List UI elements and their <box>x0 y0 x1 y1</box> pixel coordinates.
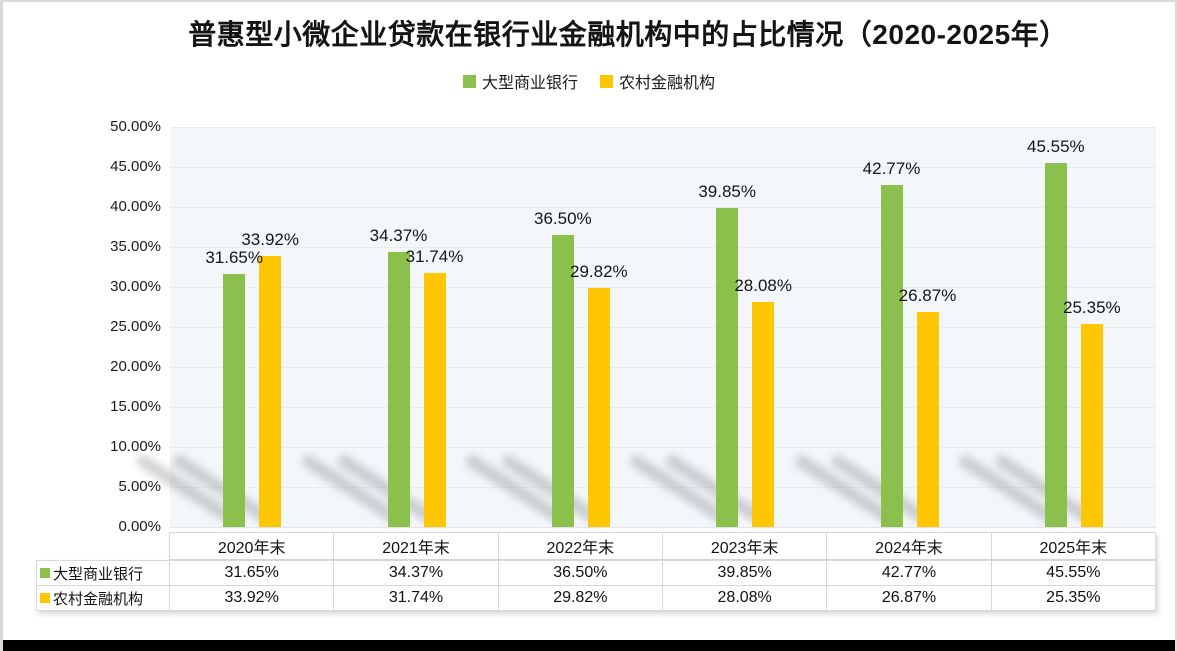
legend-item-rural-institutions: 农村金融机构 <box>600 69 715 93</box>
bar-农村金融机构-2022年末 <box>587 288 610 527</box>
series-swatch-icon <box>40 593 50 603</box>
plot-area: 31.65% 33.92% 34.37% 31.74% 36.50% 29.82% 39.8… <box>134 127 1156 528</box>
bar-大型商业银行-2023年末 <box>716 208 739 527</box>
bar-value-label: 36.50% <box>533 209 592 228</box>
table-header-cell: 2020年末 <box>168 532 335 560</box>
bar-value-label: 25.35% <box>1062 298 1121 318</box>
y-tick-label: 40.00% <box>110 198 161 215</box>
table-value-cell: 42.77% <box>826 560 992 586</box>
table-value-cell: 33.92% <box>168 585 335 611</box>
table-value-cell: 28.08% <box>661 585 828 611</box>
bar-大型商业银行-2020年末 <box>223 273 246 527</box>
table-value-cell: 45.55% <box>990 560 1156 586</box>
y-tick-label: 35.00% <box>110 238 161 255</box>
table-value-cell: 25.35% <box>990 585 1156 611</box>
bar-value-label: 28.08% <box>734 276 792 296</box>
y-tick-label: 0.00% <box>118 518 161 535</box>
table-row: 大型商业银行 31.65% 34.37% 36.50% 39.85% 42.77% 45.5… <box>36 560 1156 586</box>
bar-value-label: 34.37% <box>369 226 428 246</box>
series-swatch-icon <box>40 568 50 578</box>
legend-label: 农村金融机构 <box>619 75 716 92</box>
grid-line <box>170 247 1156 248</box>
table-header-cell: 2021年末 <box>333 532 499 560</box>
table-value-cell: 36.50% <box>497 560 663 586</box>
bar-农村金融机构-2025年末 <box>1080 324 1103 527</box>
table-header-cell: 2022年末 <box>497 532 663 560</box>
bar-value-label: 31.65% <box>205 247 263 267</box>
table-value-cell: 29.82% <box>497 585 663 611</box>
series-name: 农村金融机构 <box>53 590 144 608</box>
bar-value-label: 39.85% <box>698 182 756 202</box>
bar-农村金融机构-2023年末 <box>752 302 775 527</box>
table-row: 农村金融机构 33.92% 31.74% 29.82% 28.08% 26.87% 25.3… <box>36 585 1156 611</box>
table-value-cell: 39.85% <box>661 560 828 586</box>
grid-line <box>170 367 1156 368</box>
y-tick-label: 50.00% <box>110 118 161 135</box>
y-tick-label: 10.00% <box>110 438 161 455</box>
bar-农村金融机构-2024年末 <box>916 312 939 527</box>
grid-line <box>170 287 1156 288</box>
grid-line <box>170 127 1156 128</box>
grid-line <box>170 207 1156 208</box>
table-value-cell: 26.87% <box>826 585 992 611</box>
data-table: 大型商业银行 31.65% 34.37% 36.50% 39.85% 42.77% 45.5… <box>36 560 1156 611</box>
bar-value-label: 31.74% <box>405 247 464 267</box>
legend-swatch-yellow-icon <box>600 74 613 88</box>
grid-line <box>170 407 1156 408</box>
y-axis: 50.00% 45.00% 40.00% 35.00% 30.00% 25.00% 20.0… <box>3 118 161 535</box>
legend-label: 大型商业银行 <box>481 75 578 92</box>
table-value-cell: 31.65% <box>168 560 335 586</box>
category-header-row: 2020年末 2021年末 2022年末 2023年末 2024年末 2025年末 <box>168 532 1156 560</box>
y-tick-label: 20.00% <box>110 358 161 375</box>
y-tick-label: 15.00% <box>110 398 161 415</box>
bar-value-label: 33.92% <box>241 229 299 249</box>
legend-swatch-green-icon <box>462 74 476 88</box>
grid-line <box>170 447 1156 448</box>
bar-大型商业银行-2025年末 <box>1044 162 1067 527</box>
bottom-black-bar <box>3 640 1175 651</box>
legend-item-large-banks: 大型商业银行 <box>462 69 578 93</box>
table-row-label: 农村金融机构 <box>36 585 170 611</box>
bar-大型商业银行-2022年末 <box>551 235 574 527</box>
y-tick-label: 25.00% <box>110 318 161 335</box>
bar-value-label: 26.87% <box>898 286 957 306</box>
table-value-cell: 34.37% <box>333 560 499 586</box>
bar-value-label: 42.77% <box>862 158 921 178</box>
bar-农村金融机构-2021年末 <box>423 273 446 527</box>
table-header-cell: 2023年末 <box>661 532 828 560</box>
grid-line <box>170 167 1156 168</box>
grid-line <box>170 327 1156 328</box>
y-tick-label: 30.00% <box>110 278 161 295</box>
grid-line <box>170 487 1156 488</box>
legend: 大型商业银行 农村金融机构 <box>462 69 715 93</box>
y-tick-label: 5.00% <box>118 478 161 495</box>
y-tick-label: 45.00% <box>110 158 161 175</box>
bar-农村金融机构-2020年末 <box>259 255 282 527</box>
table-value-cell: 31.74% <box>333 585 499 611</box>
bar-大型商业银行-2024年末 <box>880 184 903 527</box>
bar-value-label: 45.55% <box>1026 136 1085 156</box>
bar-value-label: 29.82% <box>569 262 628 282</box>
table-header-cell: 2024年末 <box>826 532 992 560</box>
table-header-cell: 2025年末 <box>990 532 1156 560</box>
bar-大型商业银行-2021年末 <box>387 252 410 527</box>
chart-title: 普惠型小微企业贷款在银行业金融机构中的占比情况（2020-2025年） <box>188 19 1068 50</box>
series-name: 大型商业银行 <box>53 565 144 583</box>
table-row-label: 大型商业银行 <box>36 560 170 586</box>
